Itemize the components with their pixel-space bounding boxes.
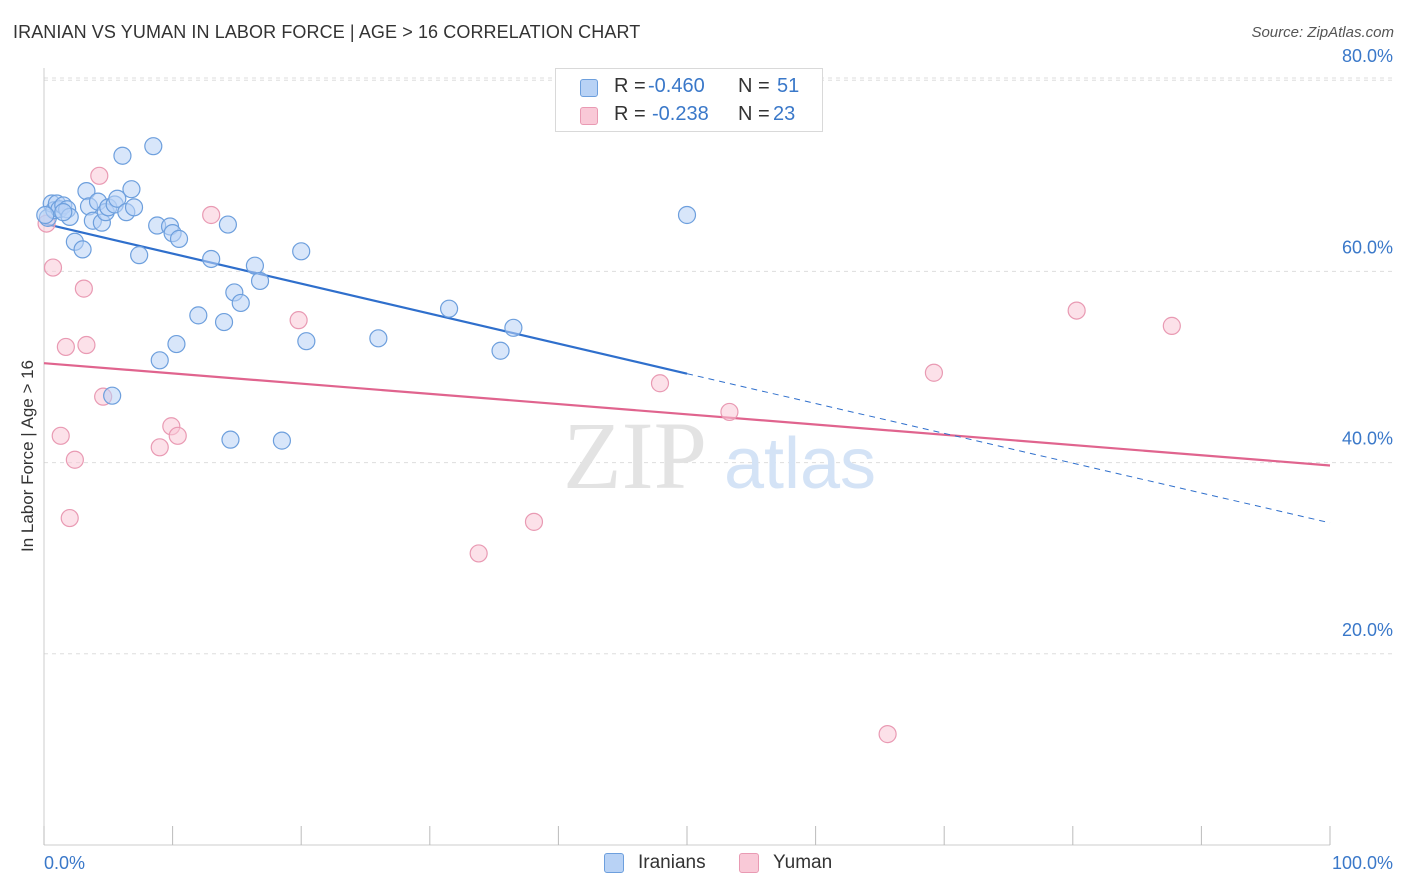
point-yuman	[150, 438, 169, 457]
grid-lines	[44, 77, 1392, 655]
legend-r-label: R =	[614, 75, 646, 97]
series-label-yuman: Yuman	[773, 852, 833, 873]
tick-labels: 20.0% 40.0% 60.0% 80.0% 0.0% 100.0%	[44, 46, 1393, 873]
point-iranians	[189, 306, 208, 325]
point-iranians	[103, 386, 122, 405]
point-iranians	[231, 293, 250, 313]
point-iranians	[677, 205, 697, 225]
point-yuman	[289, 311, 308, 330]
point-iranians	[124, 198, 144, 217]
point-iranians	[36, 205, 55, 225]
legend-row-iranians: R = -0.460 N = 51	[556, 73, 822, 101]
y-tick-label: 80.0%	[1342, 46, 1393, 66]
point-iranians	[167, 334, 186, 354]
legend-row-yuman: R = -0.238 N = 23	[556, 101, 822, 129]
point-iranians	[130, 246, 149, 265]
point-yuman	[469, 544, 488, 563]
point-iranians	[491, 341, 510, 360]
point-yuman	[51, 426, 70, 445]
axes	[43, 68, 1331, 846]
series-swatch-iranians	[604, 853, 624, 873]
point-yuman	[65, 450, 84, 469]
point-iranians	[221, 430, 240, 449]
point-iranians	[369, 329, 388, 348]
point-iranians	[297, 332, 316, 351]
point-yuman	[77, 335, 96, 355]
legend-r-value: -0.238	[652, 103, 709, 125]
point-yuman	[168, 426, 187, 445]
point-yuman	[60, 508, 79, 528]
point-yuman	[74, 279, 93, 298]
point-yuman	[878, 725, 897, 744]
trend-extension-iranians	[686, 373, 1331, 524]
correlation-legend: R = -0.460 N = 51 R = -0.238 N = 23	[555, 68, 823, 132]
watermark-zip: ZIP	[563, 402, 707, 509]
point-iranians	[214, 312, 234, 332]
point-iranians	[169, 229, 189, 248]
point-iranians	[54, 203, 73, 222]
y-tick-label: 20.0%	[1342, 620, 1393, 640]
series-label-iranians: Iranians	[638, 852, 706, 873]
y-axis-label: In Labor Force | Age > 16	[18, 359, 37, 553]
y-tick-label: 40.0%	[1342, 429, 1393, 449]
legend-n-value: 51	[777, 75, 800, 97]
point-yuman	[90, 166, 109, 185]
point-iranians	[144, 137, 163, 156]
point-yuman	[720, 402, 739, 422]
x-tick-label-min: 0.0%	[44, 853, 85, 873]
point-iranians	[73, 240, 92, 259]
point-iranians	[250, 271, 270, 291]
point-iranians	[292, 242, 311, 261]
source-label: Source: ZipAtlas.com	[1251, 24, 1394, 41]
point-yuman	[56, 337, 75, 357]
point-iranians	[150, 351, 169, 370]
point-yuman	[43, 258, 63, 277]
point-iranians	[108, 189, 127, 208]
point-yuman	[1162, 316, 1181, 335]
legend-n-label: N =	[738, 75, 770, 97]
point-iranians	[439, 299, 459, 318]
legend-n-label: N =	[738, 103, 770, 125]
watermark: ZIP atlas	[563, 402, 876, 509]
trend-lines	[43, 222, 1331, 524]
point-yuman	[202, 205, 221, 225]
chart-title: IRANIAN VS YUMAN IN LABOR FORCE | AGE > …	[13, 22, 641, 42]
legend-n-value: 23	[773, 103, 796, 125]
data-points	[36, 137, 1181, 744]
trend-line-iranians	[43, 222, 688, 375]
watermark-atlas: atlas	[724, 424, 876, 504]
point-yuman	[650, 374, 670, 393]
legend-swatch-iranians	[580, 79, 598, 97]
point-yuman	[1067, 301, 1086, 320]
legend-r-label: R =	[614, 103, 646, 125]
point-iranians	[504, 318, 523, 337]
legend-r-value: -0.460	[648, 75, 705, 97]
point-yuman	[924, 363, 944, 382]
point-iranians	[122, 180, 141, 199]
x-tick-label-max: 100.0%	[1332, 853, 1393, 873]
series-swatch-yuman	[739, 853, 759, 873]
legend-swatch-yuman	[580, 107, 598, 125]
point-iranians	[202, 249, 221, 269]
y-tick-label: 60.0%	[1342, 237, 1393, 257]
trend-line-yuman	[43, 362, 1331, 467]
point-iranians	[218, 215, 237, 234]
point-iranians	[245, 256, 265, 275]
point-iranians	[113, 146, 132, 165]
point-iranians	[272, 431, 292, 450]
point-yuman	[524, 512, 544, 531]
